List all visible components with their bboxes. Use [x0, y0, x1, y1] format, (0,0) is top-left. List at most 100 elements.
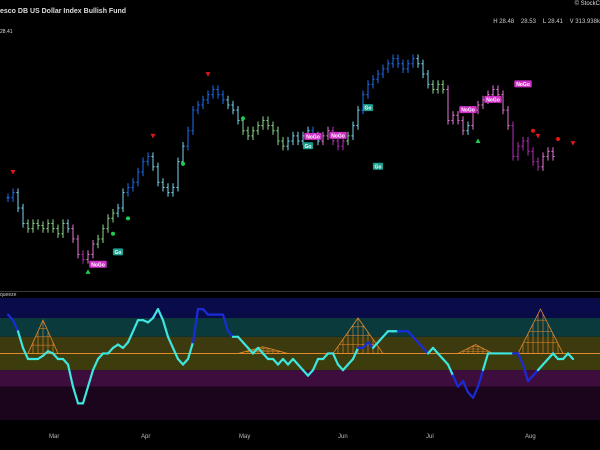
price-bar: [156, 162, 160, 187]
oscillator-segment: [406, 330, 415, 338]
oscillator-segment: [331, 352, 340, 366]
oscillator-segment: [91, 357, 100, 372]
price-bar: [61, 219, 65, 238]
price-bar: [201, 95, 205, 110]
signal-dot: [531, 128, 535, 133]
oscillator-segment: [516, 352, 525, 366]
oscillator-segment: [86, 368, 95, 388]
oscillator-segment: [156, 307, 165, 322]
oscillator-segment: [146, 316, 155, 324]
price-bar: [466, 121, 470, 135]
indicator-label: queeze: [0, 292, 17, 298]
oscillator-segment: [51, 352, 60, 361]
oscillator-segment: [131, 319, 140, 333]
price-bar: [171, 183, 175, 197]
price-bar: [296, 131, 300, 146]
price-bar: [121, 188, 125, 213]
oscillator-segment: [361, 341, 370, 350]
price-bar: [386, 59, 390, 74]
price-bar: [166, 183, 170, 197]
price-bar: [546, 147, 550, 161]
oscillator-segment: [521, 363, 530, 383]
oscillator-segment: [251, 346, 260, 355]
price-bar: [526, 136, 530, 156]
ohlc-item: 28.53: [520, 19, 536, 25]
oscillator-segment: [186, 341, 195, 361]
price-bar: [111, 209, 115, 223]
price-bar: [146, 152, 150, 166]
brand-label: © StockC: [574, 1, 600, 7]
chart-title: esco DB US Dollar Index Bullish Fund: [0, 8, 127, 15]
price-bar: [336, 136, 340, 151]
nogo-badge: NoGo: [484, 95, 502, 103]
squeeze-mesh: [457, 344, 494, 354]
oscillator-segment: [21, 346, 30, 361]
squeeze-mesh: [27, 319, 59, 354]
oscillator-segment: [411, 335, 420, 344]
oscillator-segment: [436, 352, 445, 361]
svg-text:NoGo: NoGo: [461, 108, 475, 114]
svg-text:Go: Go: [115, 250, 122, 256]
oscillator-segment: [16, 330, 25, 350]
price-bar: [256, 121, 260, 135]
oscillator-segment: [471, 385, 480, 399]
oscillator-segment: [256, 346, 265, 355]
oscillator-segment: [376, 335, 385, 344]
oscillator-band: [0, 370, 600, 387]
oscillator-segment: [286, 357, 295, 366]
oscillator-segment: [6, 313, 15, 322]
oscillator-segment: [536, 363, 545, 372]
x-axis-label: Jun: [338, 434, 348, 440]
nogo-triangle: [205, 72, 211, 77]
oscillator-segment: [41, 350, 50, 357]
price-bar: [321, 131, 325, 146]
price-bar: [11, 188, 15, 202]
oscillator-segment: [306, 368, 315, 377]
price-bar: [71, 224, 75, 244]
signal-dot: [181, 161, 185, 166]
price-bar: [461, 116, 465, 135]
oscillator-segment: [221, 313, 230, 333]
oscillator-segment: [171, 346, 180, 361]
oscillator-segment: [201, 307, 210, 316]
nogo-badge: NoGo: [89, 260, 107, 268]
x-axis-label: Jul: [426, 434, 434, 440]
svg-text:NoGo: NoGo: [331, 133, 345, 139]
signal-dot: [111, 231, 115, 236]
price-bar: [521, 136, 525, 151]
price-bar: [246, 126, 250, 141]
oscillator-band: [0, 317, 600, 337]
oscillator-segment: [11, 319, 20, 333]
go-badge: Go: [372, 162, 384, 170]
price-bar: [266, 116, 270, 130]
oscillator-band: [0, 386, 600, 420]
price-bar: [151, 152, 155, 171]
oscillator-segment: [151, 307, 160, 320]
oscillator-segment: [476, 368, 485, 388]
price-bar: [401, 59, 405, 74]
price-bar: [31, 219, 35, 233]
price-bar: [291, 131, 295, 146]
price-bar: [216, 85, 220, 99]
oscillator-segment: [526, 374, 535, 383]
oscillator-segment: [461, 380, 470, 394]
price-bar: [96, 234, 100, 249]
oscillator-segment: [481, 352, 490, 372]
oscillator-segment: [431, 346, 440, 355]
price-bar: [106, 214, 110, 233]
oscillator-segment: [426, 346, 435, 355]
oscillator-segment: [311, 357, 320, 372]
price-bar: [456, 111, 460, 125]
price-bar: [356, 106, 360, 130]
oscillator-segment: [96, 352, 105, 361]
oscillator-segment: [351, 346, 360, 361]
ohlc-item: L 28.41: [542, 19, 563, 25]
price-bar: [116, 203, 120, 218]
svg-text:Go: Go: [365, 106, 372, 112]
price-bar: [276, 126, 280, 146]
oscillator-band: [0, 336, 600, 354]
price-bar: [441, 80, 445, 94]
price-bar: [101, 224, 105, 244]
price-bar: [126, 183, 130, 197]
